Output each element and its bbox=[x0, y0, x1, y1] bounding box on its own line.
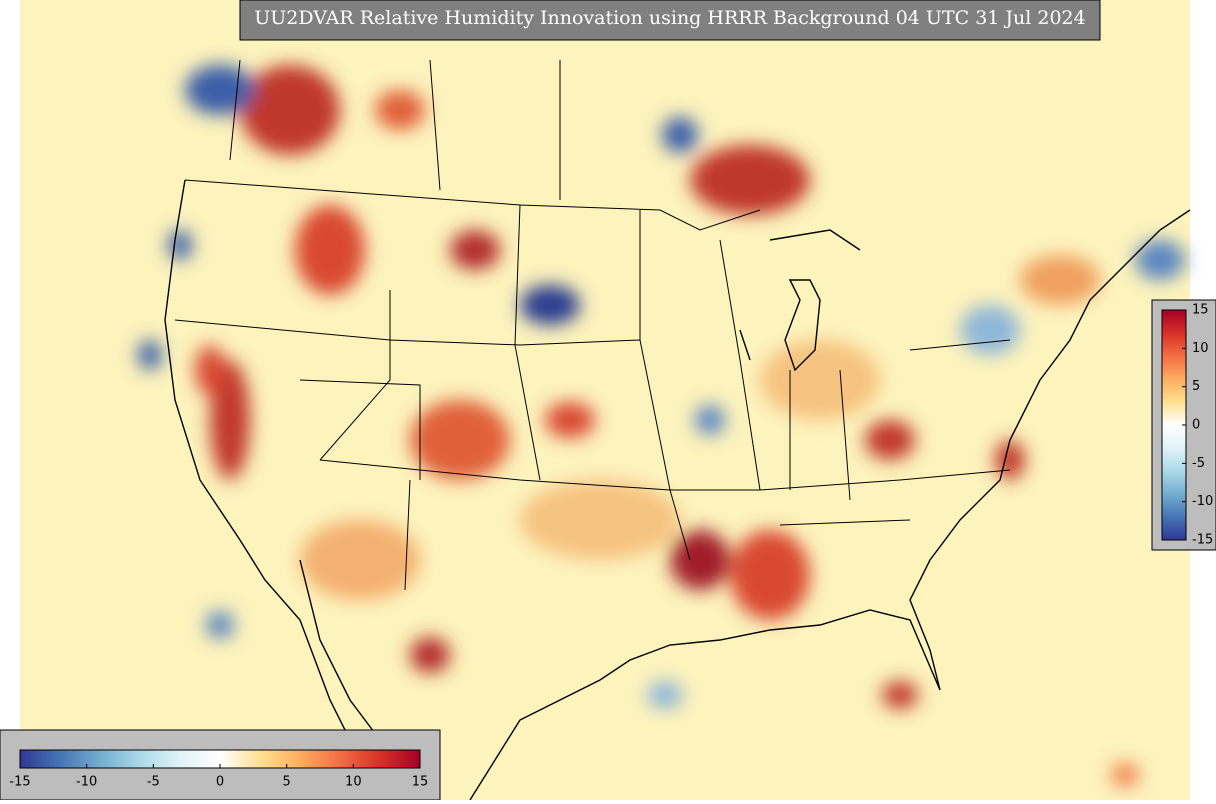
humidity-blob bbox=[168, 230, 192, 260]
tick-label: -10 bbox=[1192, 494, 1213, 509]
humidity-blob bbox=[545, 402, 595, 438]
humidity-blob bbox=[210, 360, 250, 480]
humidity-blob bbox=[1020, 255, 1100, 305]
humidity-blob bbox=[520, 480, 680, 560]
map-title: UU2DVAR Relative Humidity Innovation usi… bbox=[254, 7, 1086, 29]
humidity-blob bbox=[240, 65, 340, 155]
humidity-blob bbox=[410, 400, 510, 480]
humidity-blob bbox=[690, 145, 810, 215]
humidity-blob bbox=[882, 681, 918, 709]
humidity-blob bbox=[995, 440, 1025, 480]
humidity-blob bbox=[195, 345, 225, 395]
humidity-blob bbox=[185, 65, 255, 115]
humidity-blob bbox=[865, 420, 915, 460]
great-lakes bbox=[739, 229, 861, 372]
tick-label: -15 bbox=[1192, 533, 1213, 548]
humidity-blob bbox=[695, 405, 725, 435]
humidity-blob bbox=[670, 530, 730, 590]
tick-label: 0 bbox=[1192, 418, 1200, 433]
humidity-field bbox=[138, 65, 1185, 787]
tick-label: -10 bbox=[76, 775, 97, 790]
humidity-blob bbox=[520, 285, 580, 325]
tick-label: -5 bbox=[1192, 456, 1205, 471]
humidity-blob bbox=[295, 205, 365, 295]
tick-label: 0 bbox=[216, 775, 224, 790]
humidity-blob bbox=[662, 117, 698, 153]
humidity-blob bbox=[1135, 240, 1185, 280]
humidity-blob bbox=[960, 305, 1020, 355]
humidity-blob bbox=[760, 340, 880, 420]
tick-label: 5 bbox=[1192, 379, 1200, 394]
humidity-blob bbox=[647, 681, 683, 709]
humidity-blob bbox=[300, 520, 420, 600]
tick-label: 5 bbox=[283, 775, 291, 790]
tick-label: -5 bbox=[147, 775, 160, 790]
humidity-blob bbox=[138, 340, 162, 370]
tick-label: -15 bbox=[9, 775, 30, 790]
humidity-blob bbox=[450, 230, 500, 270]
humidity-blob bbox=[206, 611, 234, 639]
coastline bbox=[469, 209, 1191, 801]
humidity-blob bbox=[410, 637, 450, 673]
tick-label: 15 bbox=[412, 775, 429, 790]
map-background bbox=[20, 0, 1190, 800]
tick-label: 10 bbox=[345, 775, 362, 790]
humidity-blob bbox=[375, 90, 425, 130]
humidity-blob bbox=[1111, 763, 1139, 787]
tick-label: 10 bbox=[1192, 341, 1209, 356]
tick-label: 15 bbox=[1192, 303, 1209, 318]
humidity-blob bbox=[730, 530, 810, 620]
state-border bbox=[174, 59, 1011, 591]
colorbar-ticks: 15 10 5 0 -5 -10 -15 -15 -10 -5 0 5 10 15 bbox=[9, 303, 1213, 790]
title-box bbox=[239, 0, 1101, 41]
